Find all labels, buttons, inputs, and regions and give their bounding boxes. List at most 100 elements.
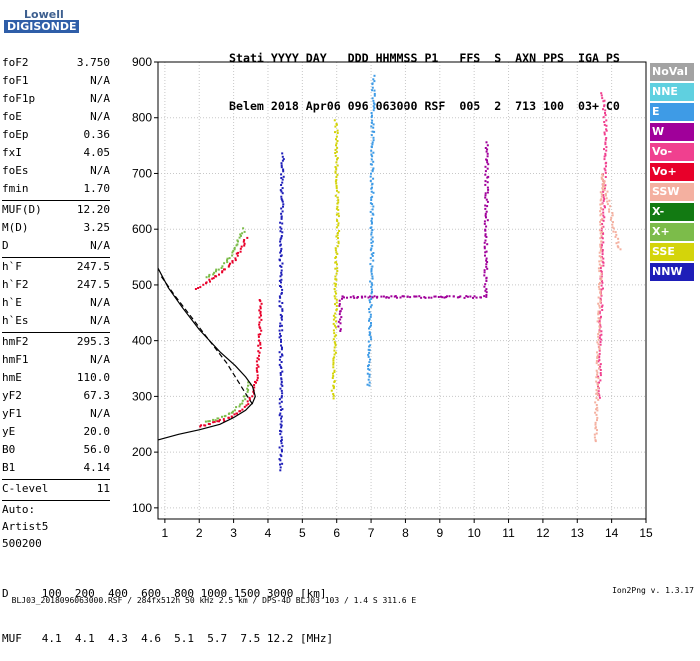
echo-point: [280, 367, 283, 369]
echo-point: [596, 384, 599, 387]
echo-point: [485, 295, 488, 298]
param-name: foE: [2, 110, 22, 123]
echo-point: [616, 245, 619, 248]
echo-point: [602, 211, 605, 214]
echo-point: [611, 223, 614, 226]
echo-point: [332, 338, 335, 341]
echo-point: [233, 413, 236, 416]
echo-point: [221, 270, 224, 273]
echo-point: [220, 267, 223, 269]
echo-point: [371, 203, 374, 206]
echo-point: [597, 317, 600, 320]
param-row: yF1 N/A: [2, 405, 110, 423]
echo-point: [368, 319, 370, 322]
echo-point: [280, 417, 282, 420]
param-name: foEp: [2, 128, 29, 141]
param-name: C-level: [2, 482, 49, 495]
echo-point: [594, 411, 597, 414]
echo-point: [281, 302, 284, 304]
echo-point: [247, 403, 250, 406]
param-name: h`Es: [2, 314, 29, 327]
echo-point: [369, 248, 372, 251]
echo-point: [332, 387, 335, 390]
echo-point: [339, 328, 342, 331]
plot-frame: [157, 61, 647, 520]
echo-point: [243, 405, 246, 408]
echo-point: [484, 180, 487, 183]
echo-point: [598, 337, 601, 339]
echo-point: [599, 341, 602, 343]
legend-item: Vo+: [650, 163, 694, 181]
echo-point: [603, 198, 606, 200]
echo-point: [372, 109, 375, 112]
echo-point: [603, 123, 606, 126]
echo-point: [371, 82, 374, 85]
echo-point: [369, 313, 372, 316]
echo-point: [601, 237, 604, 240]
x-tick-label: 2: [196, 526, 203, 540]
echo-point: [611, 212, 614, 214]
echo-point: [599, 322, 601, 325]
echo-point: [473, 295, 476, 298]
echo-point: [228, 412, 231, 415]
echo-point: [595, 360, 598, 362]
echo-point: [278, 279, 281, 282]
echo-point: [368, 331, 371, 334]
echo-point: [333, 282, 336, 285]
echo-point: [278, 446, 281, 449]
echo-point: [334, 290, 337, 293]
echo-point: [259, 333, 262, 336]
echo-point: [594, 423, 597, 426]
echo-point: [598, 325, 601, 328]
echo-point: [486, 186, 489, 189]
echo-point: [597, 267, 600, 270]
echo-point: [334, 342, 337, 345]
param-value: N/A: [90, 296, 110, 309]
echo-point: [598, 251, 601, 254]
echo-point: [485, 150, 488, 153]
param-value: N/A: [90, 314, 110, 327]
echo-point: [334, 170, 337, 173]
echo-point: [599, 232, 602, 235]
echo-point: [483, 220, 486, 223]
echo-point: [278, 458, 281, 461]
echo-point: [281, 155, 284, 158]
echo-point: [197, 287, 200, 289]
echo-point: [371, 217, 373, 220]
echo-point: [334, 180, 337, 183]
echo-point: [280, 396, 283, 399]
echo-point: [280, 318, 283, 321]
echo-point: [337, 201, 340, 204]
x-tick-label: 12: [536, 526, 550, 540]
echo-point: [371, 186, 373, 189]
echo-point: [603, 104, 606, 107]
param-row: fxI 4.05: [2, 144, 110, 162]
echo-point: [337, 325, 340, 328]
echo-point: [243, 230, 246, 233]
echo-point: [242, 227, 245, 230]
param-value: 20.0: [83, 425, 111, 438]
echo-point: [369, 202, 372, 205]
echo-point: [215, 270, 217, 273]
x-tick-label: 6: [333, 526, 340, 540]
echo-point: [605, 128, 608, 131]
echo-point: [596, 409, 599, 412]
echo-point: [280, 383, 283, 386]
echo-point: [335, 235, 338, 238]
echo-point: [484, 192, 487, 195]
echo-point: [279, 405, 282, 408]
echo-point: [369, 315, 372, 318]
echo-point: [336, 173, 339, 176]
echo-point: [333, 119, 336, 122]
echo-point: [600, 176, 603, 179]
ionogram-chart: 1 2 3 4 5 6 7 8 9 10 11 12 13 14 151002003004005006007…: [132, 55, 653, 540]
echo-point: [594, 439, 597, 442]
echo-point: [229, 262, 231, 265]
echo-point: [475, 296, 478, 299]
echo-point: [597, 364, 600, 366]
parameter-table: foF2 3.750 foF1 N/A foF1p N/A foE N/A foEp 0.36 fx…: [2, 54, 110, 552]
param-name: h`F2: [2, 278, 29, 291]
echo-point: [601, 253, 604, 256]
echo-point: [600, 234, 603, 237]
echo-point: [600, 277, 603, 280]
